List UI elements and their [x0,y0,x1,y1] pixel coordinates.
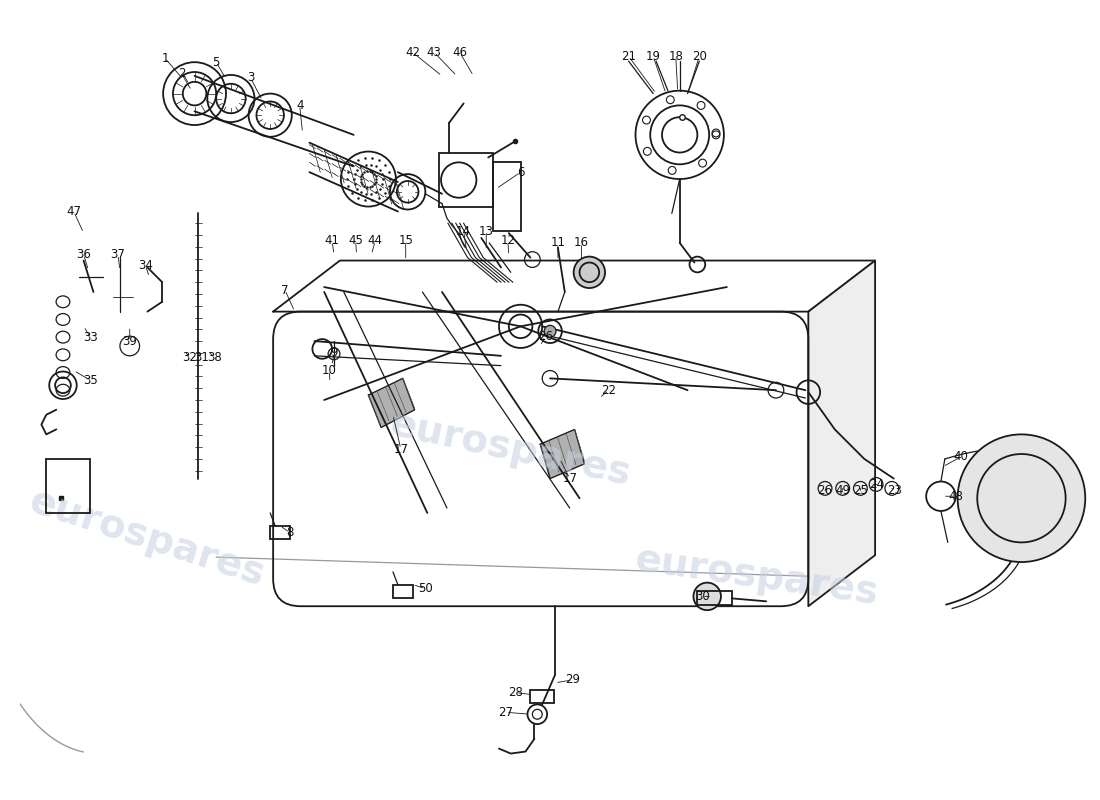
Text: 13: 13 [478,225,494,238]
Text: 48: 48 [948,490,964,502]
Text: 22: 22 [602,384,616,397]
Bar [493,162,520,231]
Text: 2: 2 [178,67,186,81]
Text: 4: 4 [296,99,304,112]
Text: 28: 28 [508,686,524,699]
Circle shape [958,434,1086,562]
Text: 10: 10 [321,364,337,377]
Text: 3: 3 [246,71,254,84]
Text: 14: 14 [456,225,471,238]
Text: 31: 31 [194,351,209,364]
Text: 33: 33 [84,330,98,344]
Text: 37: 37 [110,248,125,261]
Text: 25: 25 [852,484,868,497]
Text: 7: 7 [282,283,288,297]
Text: 29: 29 [565,674,580,686]
Bar [393,585,412,598]
Text: 34: 34 [138,259,153,272]
Polygon shape [368,378,415,427]
Circle shape [544,326,556,337]
Text: 49: 49 [835,484,850,497]
Bar [697,591,732,606]
Text: 39: 39 [122,334,138,347]
Text: eurospares: eurospares [387,405,635,494]
Text: 26: 26 [817,484,833,497]
Text: 47: 47 [66,205,81,218]
Polygon shape [808,261,876,606]
Text: 44: 44 [367,234,383,247]
Bar [271,526,289,539]
Text: 26: 26 [538,330,552,342]
Bar [46,459,90,513]
Circle shape [573,257,605,288]
Text: 40: 40 [953,450,968,463]
Text: 45: 45 [349,234,363,247]
Bar [530,690,554,703]
Bar [439,153,493,206]
Text: 27: 27 [498,706,514,718]
Text: 17: 17 [394,442,408,456]
Text: 30: 30 [695,590,710,603]
Text: 9: 9 [330,346,338,359]
Text: 16: 16 [574,236,589,250]
Text: 24: 24 [870,478,884,491]
Text: 19: 19 [646,50,661,62]
Text: 35: 35 [84,374,98,387]
Text: 18: 18 [669,50,683,62]
Text: 6: 6 [517,166,525,178]
Text: 17: 17 [562,472,578,485]
Text: 11: 11 [550,236,565,250]
Text: 20: 20 [692,50,707,62]
Text: 42: 42 [405,46,420,59]
Polygon shape [540,430,584,478]
Text: 50: 50 [418,582,432,595]
Text: 5: 5 [212,56,220,69]
Text: 43: 43 [427,46,441,59]
Text: 46: 46 [452,46,468,59]
Text: 38: 38 [207,351,221,364]
Text: eurospares: eurospares [632,541,880,613]
Text: 1: 1 [162,52,169,65]
Text: 15: 15 [398,234,414,247]
Text: 32: 32 [183,351,197,364]
Text: eurospares: eurospares [25,482,270,594]
Text: 21: 21 [621,50,636,62]
Text: 36: 36 [76,248,91,261]
Text: 8: 8 [286,526,294,539]
Text: 23: 23 [888,484,902,497]
Text: 12: 12 [500,234,515,247]
Text: 41: 41 [324,234,340,247]
Circle shape [693,582,720,610]
